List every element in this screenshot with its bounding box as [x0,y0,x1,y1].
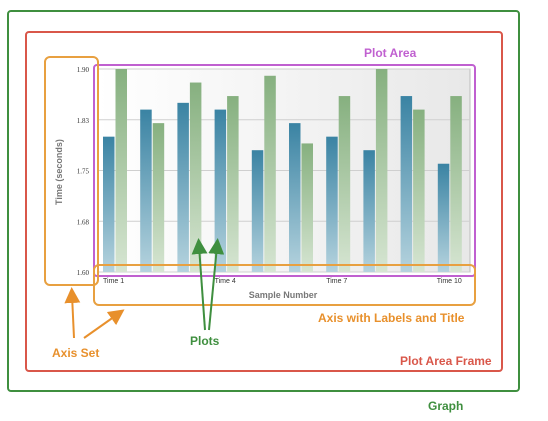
bar-series-1 [326,136,338,272]
bar-series-1 [251,150,264,272]
x-tick-label: Time 4 [215,278,236,285]
bar-series-1 [363,150,375,272]
axis-set-label: Axis Set [52,346,100,360]
bar-series-2 [189,82,202,273]
bar-series-2 [152,123,165,272]
x-axis-outline [93,264,476,306]
graph-frame [7,10,520,392]
bar-series-1 [437,163,450,272]
y-tick-label: 1.68 [77,218,90,226]
bar-series-1 [140,109,152,272]
y-tick-label: 1.75 [77,168,90,176]
bar-series-2 [227,96,239,272]
axis-labels-title-label: Axis with Labels and Title [318,311,465,325]
bar-series-1 [400,96,413,272]
plots-arrow-2 [208,238,225,331]
y-tick-label: 1.60 [77,269,90,277]
bar-series-2 [375,69,388,272]
plot-area-outline [93,64,476,277]
x-tick-label: Time 1 [103,278,124,285]
bar-series-2 [450,96,462,272]
plots-label: Plots [190,334,220,348]
bar-series-2 [301,143,313,272]
plot-area-label: Plot Area [364,46,417,60]
bar-series-2 [413,109,425,272]
bar-series-2 [264,75,276,273]
y-axis-outline [44,56,99,286]
bar-series-1 [214,109,227,272]
x-tick-label: Time 7 [326,278,347,285]
bar-series-2 [115,69,127,272]
axis-set-arrow-2 [83,309,125,339]
x-tick-label: Time 10 [437,278,462,285]
bar-series-1 [289,123,301,272]
x-axis-title: Sample Number [249,290,318,300]
plot-area-frame-label: Plot Area Frame [400,354,492,368]
axis-set-arrow-1 [64,287,81,339]
y-tick-label: 1.83 [77,117,90,125]
bar-series-1 [177,102,189,272]
plots-arrow-1 [191,238,208,331]
bar-series-1 [103,136,115,272]
bar-series-2 [338,96,351,272]
graph-label: Graph [428,399,464,413]
y-axis-title: Time (seconds) [54,139,64,205]
y-tick-label: 1.90 [77,66,90,74]
plot-area-frame [25,31,503,372]
